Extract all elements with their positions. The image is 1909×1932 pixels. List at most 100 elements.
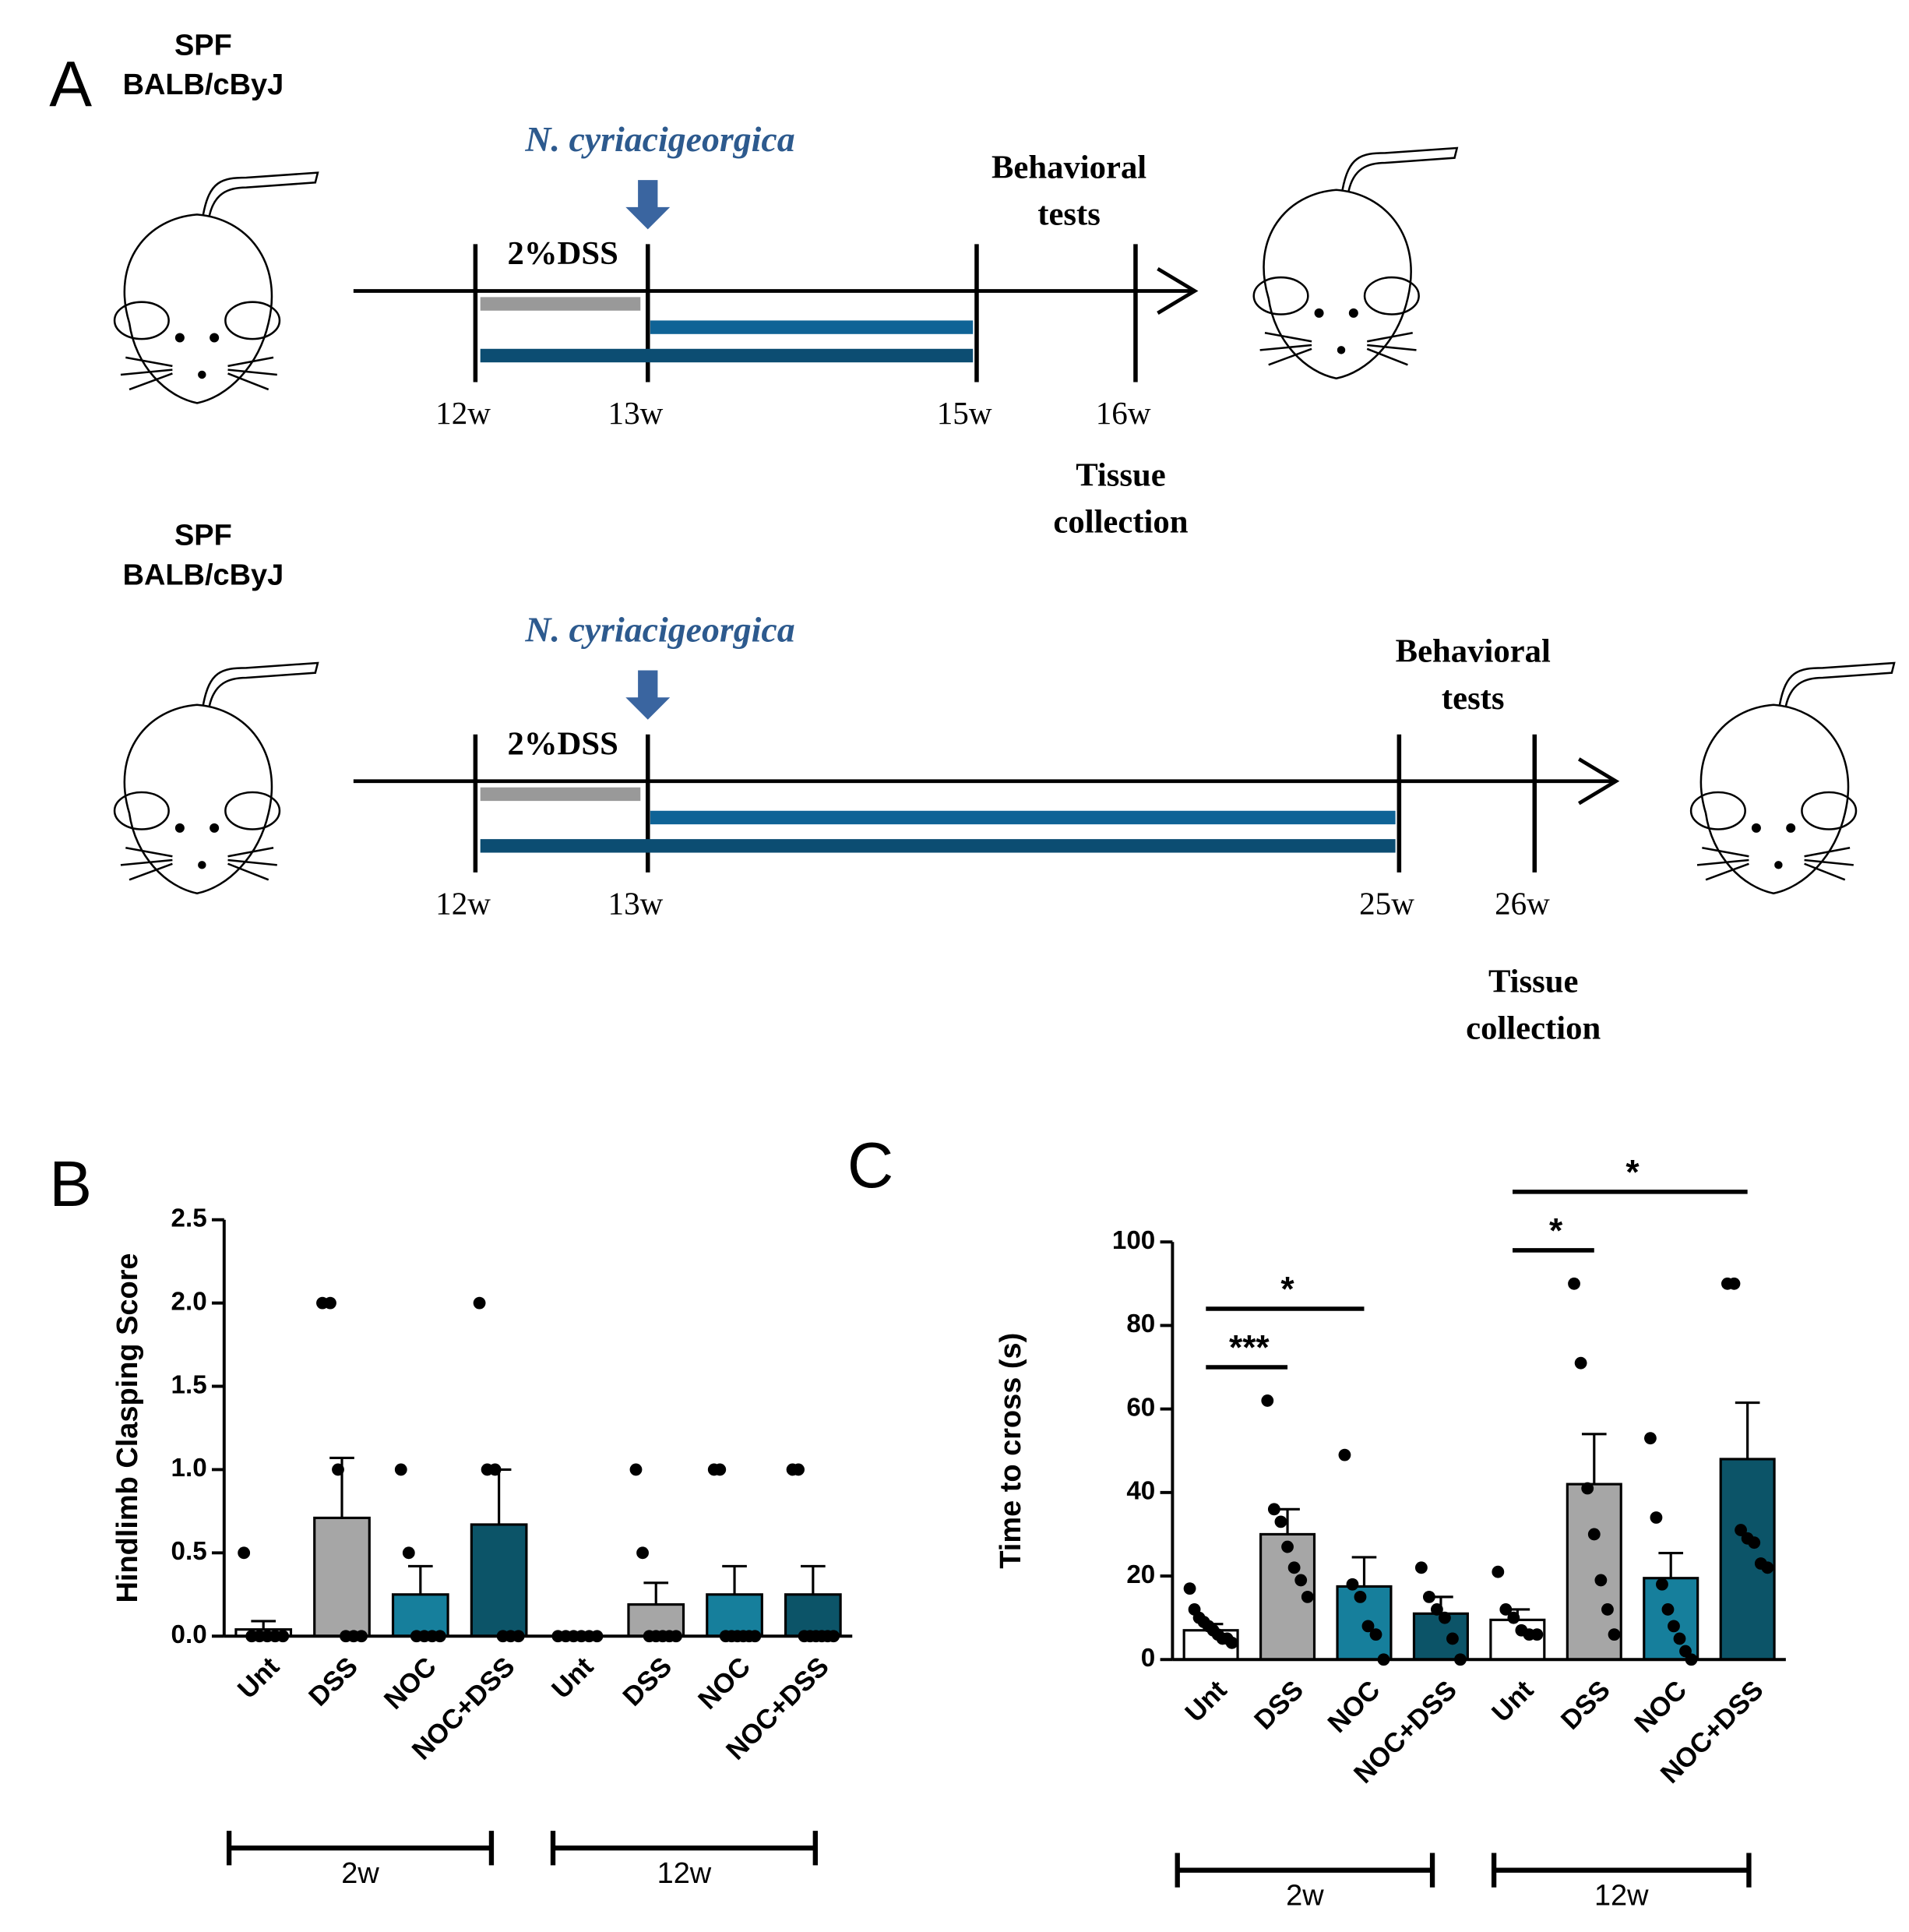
- y-tick-label: 2.0: [171, 1287, 207, 1316]
- y-tick-label: 80: [1126, 1310, 1155, 1338]
- mouse-ear: [1801, 791, 1858, 830]
- data-point: [1601, 1603, 1614, 1616]
- treatment-label: N. cyriacigeorgica: [524, 119, 794, 159]
- mouse-body: [1263, 189, 1412, 380]
- x-tick-label: DSS: [618, 1652, 678, 1712]
- mouse-tail: [1778, 661, 1896, 707]
- data-point: [1594, 1574, 1608, 1587]
- data-point: [1439, 1611, 1451, 1624]
- timeline-arrowhead: [1157, 266, 1199, 315]
- mouse-eye: [1786, 823, 1796, 833]
- mouse-eye: [174, 333, 185, 343]
- bar: [391, 1593, 449, 1638]
- panel-letter: A: [49, 49, 92, 120]
- data-point: [1422, 1590, 1435, 1603]
- dss-bar: [480, 787, 641, 802]
- data-point: [1530, 1628, 1544, 1641]
- panel-letter: B: [49, 1149, 92, 1220]
- group-label: 12w: [1594, 1879, 1649, 1912]
- mouse-icon: [113, 171, 319, 404]
- mouse-whisker: [227, 862, 269, 881]
- mouse-whisker: [1804, 846, 1851, 858]
- data-point: [1574, 1356, 1587, 1370]
- timepoint-label: 15w: [937, 395, 992, 431]
- data-point: [1267, 1503, 1280, 1516]
- timepoint-label: 25w: [1359, 886, 1414, 922]
- mouse-icon: [1689, 661, 1896, 894]
- x-tick-label: DSS: [1555, 1675, 1615, 1735]
- mouse-whisker: [227, 368, 277, 376]
- mouse-whisker: [120, 858, 173, 866]
- dss-label: 2%DSS: [507, 235, 618, 272]
- mouse-eye: [1314, 308, 1324, 318]
- data-point: [1761, 1561, 1774, 1574]
- combined-bar: [480, 348, 974, 363]
- x-tick-label: NOC: [1629, 1675, 1693, 1739]
- data-point: [238, 1546, 251, 1560]
- tissue-label: collection: [1053, 504, 1188, 541]
- y-tick-label: 0.0: [171, 1620, 207, 1649]
- mouse-eye: [1348, 308, 1358, 318]
- behavioral-label: tests: [1037, 196, 1101, 232]
- data-point: [1183, 1582, 1196, 1595]
- y-tick-label: 60: [1126, 1393, 1155, 1422]
- mouse-ear: [1363, 276, 1420, 316]
- data-point: [1446, 1632, 1459, 1645]
- data-point: [1748, 1536, 1761, 1549]
- mouse-whisker: [129, 372, 173, 391]
- mouse-nose: [1774, 861, 1783, 869]
- mouse-whisker: [227, 846, 274, 858]
- mouse-whisker: [227, 356, 274, 368]
- behavioral-label: Behavioral: [991, 149, 1146, 185]
- x-tick-label: DSS: [1249, 1675, 1309, 1735]
- combined-bar: [480, 839, 1396, 853]
- data-point: [1414, 1561, 1428, 1574]
- data-point: [1650, 1511, 1663, 1524]
- data-point: [1261, 1394, 1274, 1407]
- bar: [1719, 1458, 1776, 1661]
- mouse-whisker: [227, 858, 277, 866]
- behavioral-label: Behavioral: [1396, 633, 1551, 670]
- tissue-label: Tissue: [1488, 964, 1578, 1000]
- treatment-label: N. cyriacigeorgica: [524, 610, 794, 650]
- significance-label: ***: [1229, 1329, 1270, 1367]
- significance-label: *: [1280, 1271, 1294, 1309]
- data-point: [1581, 1482, 1594, 1495]
- mouse-nose: [1337, 346, 1346, 354]
- y-tick-label: 0.5: [171, 1537, 207, 1566]
- x-tick-label: NOC: [693, 1652, 757, 1715]
- strain-label: BALB/cByJ: [123, 69, 284, 101]
- y-axis-label: Time to cross (s): [995, 1333, 1027, 1569]
- mouse-whisker: [227, 372, 269, 391]
- data-point: [792, 1463, 805, 1476]
- data-point: [394, 1463, 407, 1476]
- data-point: [1301, 1590, 1314, 1603]
- data-point: [332, 1463, 344, 1476]
- mouse-eye: [210, 823, 220, 833]
- x-tick-label: NOC: [1323, 1675, 1386, 1739]
- x-tick-label: Unt: [1180, 1675, 1233, 1728]
- behavioral-label: tests: [1442, 680, 1505, 717]
- mouse-ear: [224, 791, 281, 830]
- y-tick-label: 0: [1141, 1644, 1155, 1673]
- mouse-whisker: [1705, 862, 1749, 881]
- treatment-bar: [650, 320, 974, 334]
- x-tick-label: Unt: [547, 1652, 600, 1705]
- treatment-bar: [650, 810, 1396, 825]
- data-point: [1728, 1277, 1741, 1290]
- strain-label: SPF: [174, 29, 232, 62]
- data-point: [1656, 1578, 1668, 1591]
- mouse-whisker: [1268, 347, 1312, 366]
- mouse-ear: [1252, 276, 1309, 316]
- data-point: [1661, 1603, 1675, 1616]
- data-point: [1608, 1628, 1621, 1641]
- mouse-body: [1699, 703, 1850, 894]
- group-label: 12w: [657, 1857, 712, 1890]
- data-point: [1499, 1603, 1513, 1616]
- data-point: [1369, 1628, 1382, 1641]
- mouse-ear: [113, 301, 170, 340]
- y-tick-label: 1.0: [171, 1454, 207, 1482]
- timepoint-label: 12w: [435, 886, 491, 922]
- mouse-whisker: [1366, 331, 1413, 343]
